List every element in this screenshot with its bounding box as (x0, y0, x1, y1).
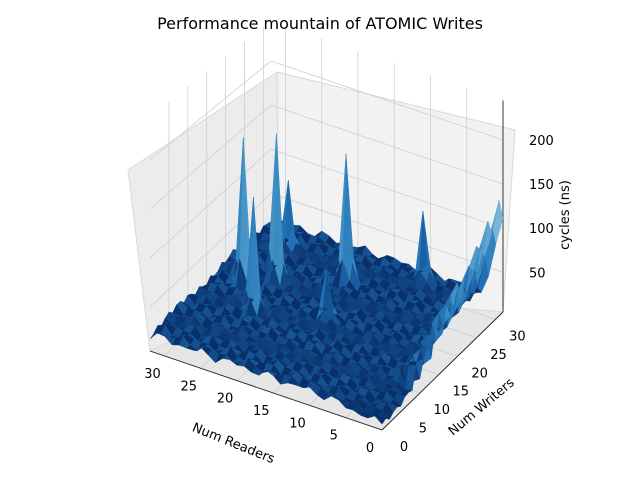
y-tick-label: 15 (452, 385, 469, 400)
y-tick-label: 25 (490, 348, 507, 363)
chart-title: Performance mountain of ATOMIC Writes (157, 14, 483, 33)
side-grid-line (149, 193, 272, 308)
z-tick-label: 50 (529, 266, 546, 281)
surface-plot (149, 133, 504, 425)
back-grid-line (270, 148, 504, 229)
x-tick-label: 30 (144, 367, 161, 382)
z-tick-label: 150 (529, 178, 554, 193)
z-axis-label: cycles (ns) (558, 180, 573, 250)
z-tick-label: 200 (529, 134, 554, 149)
y-tick-label: 20 (471, 366, 488, 381)
x-tick-label: 25 (180, 379, 197, 394)
x-tick-label: 5 (330, 429, 338, 444)
x-axis-label: Num Readers (190, 420, 277, 467)
y-tick-label: 10 (434, 403, 451, 418)
side-grid-line (149, 148, 272, 259)
y-tick-label: 30 (509, 329, 526, 344)
x-axis-line (149, 350, 383, 431)
x-tick-label: 0 (366, 441, 374, 456)
back-grid-line (270, 60, 504, 141)
x-tick-label: 20 (217, 392, 234, 407)
y-tick-label: 5 (419, 422, 427, 437)
back-grid-line (270, 104, 504, 185)
surface-facet (149, 332, 162, 340)
back-grid-line (270, 192, 504, 273)
y-axis-line (381, 311, 504, 431)
z-tick-label: 100 (529, 222, 554, 237)
x-tick-label: 10 (289, 416, 306, 431)
axis-lines (149, 100, 504, 431)
x-tick-label: 15 (253, 404, 270, 419)
y-tick-label: 0 (400, 440, 408, 455)
side-grid-line (149, 104, 272, 210)
side-grid-line (149, 60, 272, 161)
